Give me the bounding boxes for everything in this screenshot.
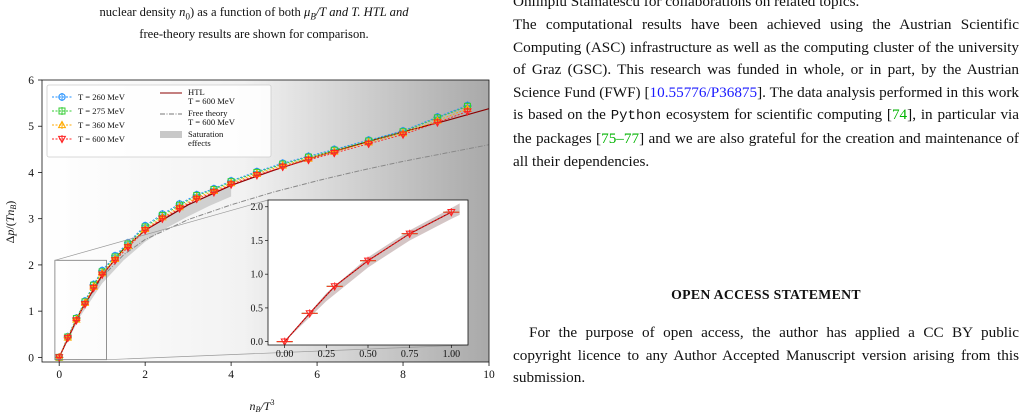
data-point-s3-9 [158,214,167,224]
inset-point-2 [326,282,343,291]
data-point-s3-5 [97,270,107,280]
inset-point-3 [360,256,376,266]
zoom-rect [54,259,107,361]
x-tick-label-2: 4 [228,369,234,381]
inset-axes: 0.00 0.25 0.50 0.75 1.00 0.0 0.5 1.0 1.5 2.0 [251,199,469,360]
legend-label-3: T = 600 MeV [78,134,126,144]
right-column: Ohlinpiu Stamatescu for collaborations o… [513,0,1020,386]
inset-y-tick-4: 2.0 [251,202,264,213]
data-point-s3-14 [252,171,262,180]
clipped-line: Ohlinpiu Stamatescu for collaborations o… [513,0,860,10]
y-tick-label-5: 5 [28,121,34,133]
legend-secondary-sublabel-1: T = 600 MeV [188,117,236,127]
legend-secondary-label-0: HTL [188,87,205,97]
data-point-s3-15 [278,162,287,172]
x-tick-label-4: 8 [400,369,406,381]
legend: T = 260 MeV T = 275 MeV T = 360 MeV T = 600… [46,84,272,158]
data-point-s3-1 [63,333,73,343]
acknowledgments-paragraph: The computational results have been achi… [513,16,1020,170]
y-tick-label-4: 4 [28,167,34,179]
data-point-s3-17 [330,149,339,158]
inset-point-4 [401,229,418,239]
inset-point-0 [276,337,293,345]
inset-y-tick-2: 1.0 [251,270,264,281]
zoom-connector-top [54,199,269,261]
series-line-1 [58,105,468,358]
data-point-s3-16 [304,155,313,165]
inset-point-5 [443,208,460,217]
data-point-s3-6 [110,256,120,265]
python-code: Python [610,108,662,125]
legend-label-2: T = 360 MeV [78,120,126,130]
legend-box [46,84,272,158]
zoom-indicator [54,199,469,361]
data-point-s3-7 [123,243,133,252]
open-access-paragraph: For the purpose of open access, the auth… [513,324,1019,387]
y-tick-label-2: 2 [28,260,34,272]
data-point-s3-2 [72,316,81,326]
x-axis-label: nB/T3 [250,398,275,414]
y-tick-label-0: 0 [28,352,34,364]
figure-caption: nuclear density n0) as a function of bot… [4,4,504,43]
legend-entry-0: T = 260 MeV [52,92,126,102]
legend-entry-1: T = 275 MeV [52,106,126,116]
caption-line-1: nuclear density n0) as a function of bot… [99,5,409,22]
data-point-s3-4 [89,284,98,293]
inset-x-tick-2: 0.50 [359,349,377,360]
data-point-s3-13 [226,180,236,190]
data-point-s3-8 [140,226,150,235]
inset-series-line [284,211,452,342]
y-tick-label-3: 3 [28,214,34,226]
x-tick-label-1: 2 [142,369,148,381]
data-point-s3-18 [364,139,373,149]
x-tick-label-0: 0 [56,369,62,381]
inset-y-tick-1: 0.5 [251,303,264,314]
inset-x-tick-1: 0.25 [318,349,336,360]
citation-link-74[interactable]: 74 [891,106,908,124]
legend-secondary-sublabel-2: effects [188,138,211,148]
inset-x-tick-3: 0.75 [401,349,419,360]
inset-y-tick-3: 1.5 [251,236,264,247]
data-point-s3-19 [398,130,408,140]
legend-entry-3: T = 600 MeV [52,134,126,144]
series-line-2 [58,108,468,358]
citation-link-75-77[interactable]: 75–77 [601,129,640,147]
data-point-s3-11 [192,194,201,204]
inset-x-tick-0: 0.00 [276,349,294,360]
caption-line-2: free-theory results are shown for compar… [139,26,369,41]
data-point-s3-21 [463,107,472,117]
y-tick-label-6: 6 [28,75,34,87]
legend-secondary-sublabel-0: T = 600 MeV [188,96,236,106]
legend-secondary-label-1: Free theory [188,108,228,118]
saturation-band [59,185,232,358]
legend-label-1: T = 275 MeV [78,106,126,116]
legend-secondary-label-2: Saturation [188,129,224,139]
y-axis-label: Δp/(TnB) [3,201,18,244]
data-point-s3-12 [209,188,219,197]
legend-label-0: T = 260 MeV [78,92,126,102]
series-line-3 [58,111,468,358]
data-point-s3-3 [80,300,90,309]
section-heading: OPEN ACCESS STATEMENT [671,287,861,302]
x-tick-label-3: 6 [314,369,320,381]
inset-x-tick-4: 1.00 [443,349,461,360]
inset-point-1 [301,309,318,318]
legend-entry-2: T = 360 MeV [52,120,126,130]
x-tick-label-5: 10 [483,369,495,381]
y-tick-label-1: 1 [28,306,34,318]
zoom-connector-bottom [106,344,469,361]
data-point-s3-10 [175,204,184,214]
inset-y-tick-0: 0.0 [251,337,264,348]
doi-link[interactable]: 10.55776/P36875 [649,83,758,101]
data-point-s3-20 [433,118,442,128]
